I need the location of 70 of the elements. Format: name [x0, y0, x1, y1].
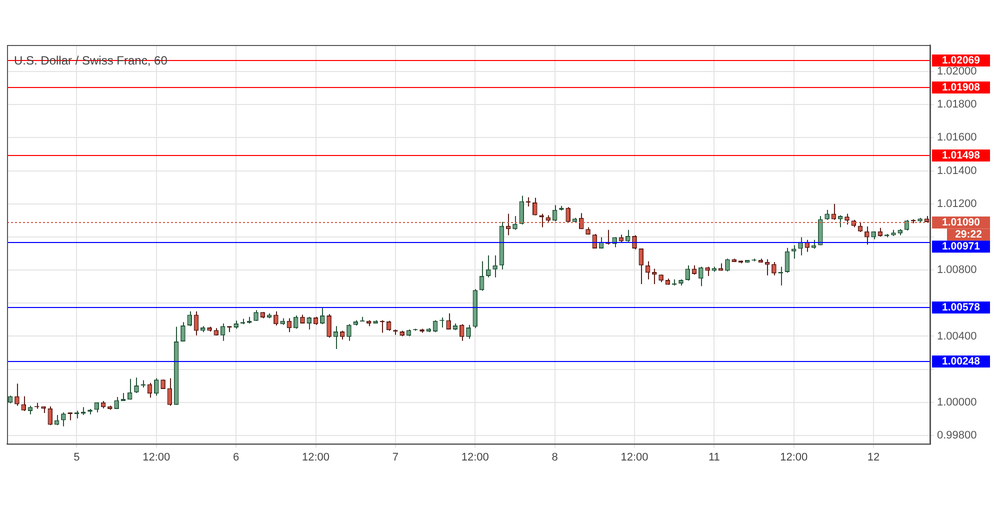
ref-line-label: 1.01908: [942, 81, 980, 94]
x-tick-label: 12:00: [461, 451, 489, 464]
x-tick-label: 12: [867, 451, 880, 464]
candlestick: [764, 258, 770, 276]
candlestick: [167, 378, 172, 406]
candlestick: [14, 383, 20, 406]
text: 29:22: [955, 228, 982, 240]
candlestick: [864, 226, 870, 246]
candlestick: [486, 254, 491, 278]
candlestick: [61, 412, 66, 427]
x-tick-label: 12:00: [780, 451, 808, 464]
y-tick-label: 1.01800: [937, 98, 977, 111]
ref-line-label: 1.00248: [942, 355, 980, 368]
y-tick-label: 1.01400: [937, 164, 977, 177]
candlestick: [274, 310, 278, 326]
candlestick: [194, 310, 199, 336]
candlestick: [180, 322, 186, 342]
candlestick: [625, 229, 630, 242]
x-tick-label: 12:00: [302, 451, 330, 464]
candlestick: [346, 324, 352, 342]
candlestick: [804, 239, 810, 252]
y-tick-label: 1.00400: [937, 330, 977, 342]
y-tick-label: 1.01200: [937, 198, 977, 210]
candlestick: [187, 310, 192, 327]
candlestick: [685, 264, 690, 282]
candlestick: [48, 406, 53, 426]
candlestick: [818, 215, 823, 246]
x-tick-label: 7: [392, 451, 399, 464]
candlestick: [698, 266, 704, 287]
candlestick: [459, 324, 464, 342]
candlestick: [725, 258, 730, 272]
y-tick-label: 1.00000: [937, 396, 977, 408]
candlestick: [220, 323, 226, 342]
x-tick-label: 8: [552, 451, 558, 464]
ref-line-label: 1.01090: [942, 216, 980, 228]
candlestick: [446, 312, 451, 330]
candlestick: [154, 378, 159, 396]
candlestick: [147, 382, 152, 398]
y-tick-label: 1.00800: [937, 264, 977, 276]
ref-line-label: 1.01498: [942, 149, 980, 162]
candlestick: [114, 396, 119, 410]
x-tick-label: 12:00: [620, 451, 648, 464]
candlestick: [824, 209, 830, 220]
candlestick: [326, 314, 332, 338]
y-tick-label: 1.01600: [937, 132, 977, 144]
candlestick: [772, 261, 776, 276]
candlestick: [492, 254, 498, 278]
ref-line-label: 1.02069: [942, 54, 980, 66]
candlestick: [512, 215, 518, 230]
candlestick: [333, 326, 338, 350]
x-tick-label: 6: [233, 451, 240, 464]
candlestick: [519, 195, 524, 226]
candlestick: [638, 248, 644, 285]
candlestick: [479, 260, 484, 292]
x-tick-label: 12:00: [142, 451, 170, 464]
candlestick: [306, 316, 312, 330]
y-tick-label: 0.99800: [937, 430, 977, 442]
y-tick-label: 1.02000: [937, 66, 977, 78]
candlestick: [798, 236, 803, 256]
candlestick: [21, 396, 26, 412]
candlestick: [134, 377, 139, 394]
candlestick: [692, 264, 697, 276]
candlestick: [466, 324, 471, 340]
x-tick-label: 5: [74, 451, 80, 464]
candlestick: [791, 244, 796, 260]
candlestick: [532, 197, 538, 216]
x-tick-label: 11: [708, 451, 720, 464]
candlestick: [320, 308, 325, 325]
ref-line-label: 1.00971: [942, 240, 980, 252]
ref-line-label: 1.00578: [942, 301, 980, 314]
